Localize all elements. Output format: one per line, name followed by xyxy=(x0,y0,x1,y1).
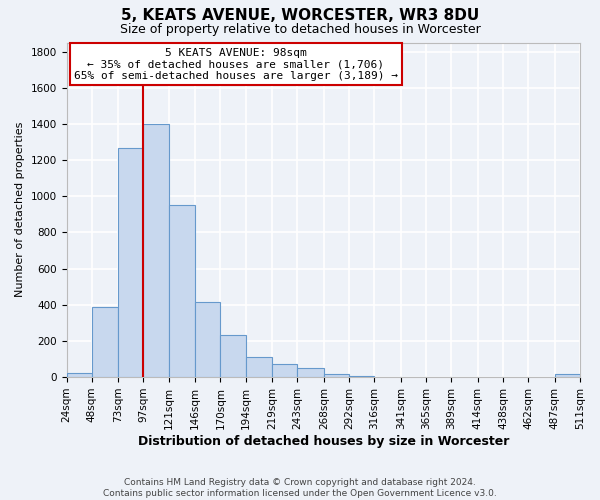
Bar xyxy=(298,368,324,377)
Bar xyxy=(554,374,580,377)
X-axis label: Distribution of detached houses by size in Worcester: Distribution of detached houses by size … xyxy=(137,434,509,448)
Bar xyxy=(118,148,143,377)
Bar xyxy=(349,376,374,377)
Text: 5, KEATS AVENUE, WORCESTER, WR3 8DU: 5, KEATS AVENUE, WORCESTER, WR3 8DU xyxy=(121,8,479,22)
Bar xyxy=(324,374,349,377)
Bar xyxy=(169,206,195,377)
Bar xyxy=(220,334,246,377)
Bar xyxy=(67,372,92,377)
Bar xyxy=(246,357,272,377)
Bar xyxy=(272,364,298,377)
Bar xyxy=(143,124,169,377)
Bar xyxy=(92,308,118,377)
Bar xyxy=(195,302,220,377)
Y-axis label: Number of detached properties: Number of detached properties xyxy=(15,122,25,298)
Text: Contains HM Land Registry data © Crown copyright and database right 2024.
Contai: Contains HM Land Registry data © Crown c… xyxy=(103,478,497,498)
Text: Size of property relative to detached houses in Worcester: Size of property relative to detached ho… xyxy=(119,22,481,36)
Text: 5 KEATS AVENUE: 98sqm
← 35% of detached houses are smaller (1,706)
65% of semi-d: 5 KEATS AVENUE: 98sqm ← 35% of detached … xyxy=(74,48,398,80)
